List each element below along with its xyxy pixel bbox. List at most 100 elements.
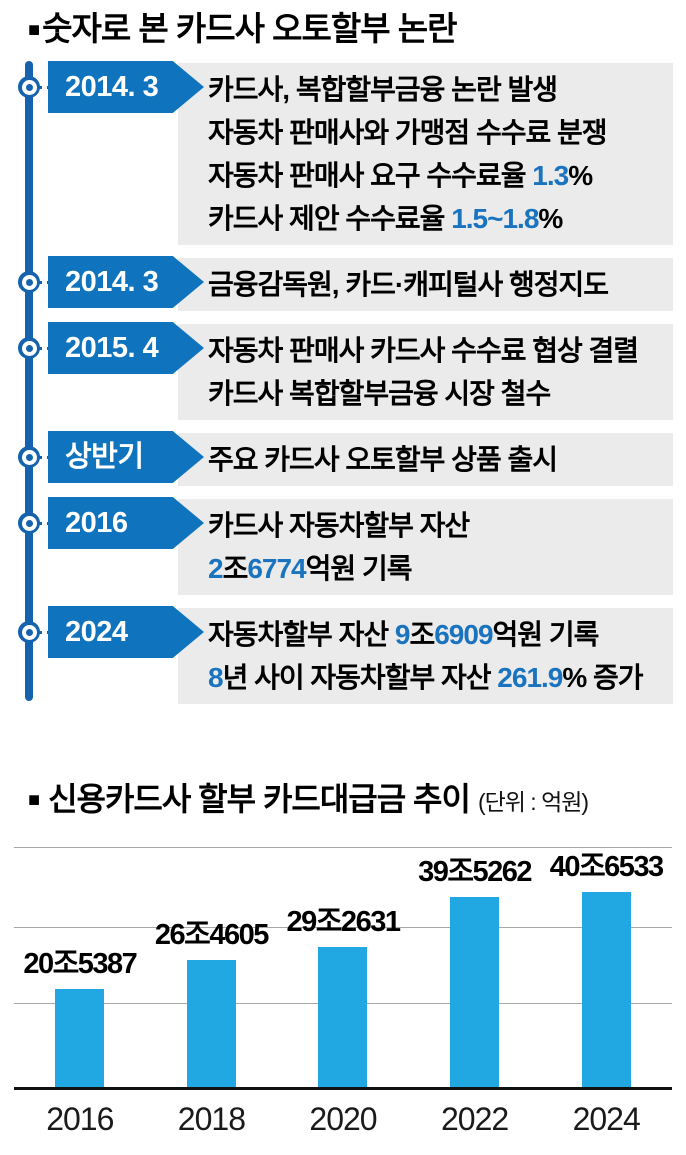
timeline-node: [18, 621, 40, 643]
timeline-node-dot: [21, 340, 37, 356]
event-line: 8년 사이 자동차할부 자산 261.9% 증가: [208, 656, 673, 699]
event-text: % 증가: [562, 662, 643, 693]
highlight-number: 1.3: [532, 160, 569, 191]
timeline-node-dot: [21, 624, 37, 640]
timeline-node-dot: [21, 515, 37, 531]
event-panel: 카드사 자동차할부 자산 2조6774억원 기록: [178, 499, 673, 595]
event-panel: 금융감독원, 카드·캐피털사 행정지도: [178, 258, 673, 311]
highlight-number: 2: [208, 553, 224, 584]
event-line: 주요 카드사 오토할부 상품 출시: [208, 438, 673, 481]
timeline-row: 2024 자동차할부 자산 9조6909억원 기록 8년 사이 자동차할부 자산 …: [0, 606, 686, 704]
event-panel: 자동차할부 자산 9조6909억원 기록 8년 사이 자동차할부 자산 261.9…: [178, 608, 673, 704]
bar-column: 20조5387: [14, 940, 146, 1087]
highlight-number: 8: [208, 662, 224, 693]
event-line: 2조6774억원 기록: [208, 547, 673, 590]
event-line: 금융감독원, 카드·캐피털사 행정지도: [208, 263, 673, 306]
date-label: 2015. 4: [65, 332, 159, 364]
event-line: 카드사 제안 수수료율 1.5~1.8%: [208, 197, 673, 240]
timeline-node: [18, 512, 40, 534]
bar-value-label: 26조4605: [154, 919, 269, 952]
title-bullet-icon: ■: [28, 19, 40, 41]
event-text: 억원 기록: [492, 619, 600, 650]
date-label: 2014. 3: [65, 71, 159, 103]
timeline-node: [18, 76, 40, 98]
event-text: 자동차 판매사와 가맹점 수수료 분쟁: [208, 117, 608, 148]
highlight-number: 6774: [247, 553, 306, 584]
date-label: 2016: [65, 507, 128, 539]
timeline-node: [18, 271, 40, 293]
timeline-connector-dots: [39, 86, 50, 89]
x-axis-label: 2022: [440, 1101, 509, 1137]
bar: [318, 946, 368, 1087]
event-line: 카드사 복합할부금융 시장 철수: [208, 372, 673, 415]
event-text: 금융감독원, 카드·캐피털사 행정지도: [208, 269, 609, 300]
timeline-line: [25, 61, 33, 701]
bar-column: 40조6533: [540, 843, 672, 1087]
timeline-row: 2014. 3 금융감독원, 카드·캐피털사 행정지도: [0, 256, 686, 311]
highlight-number: 6909: [434, 619, 493, 650]
event-text: 자동차할부 자산: [208, 619, 395, 650]
highlight-number: 9: [394, 619, 411, 650]
date-label: 2024: [65, 616, 128, 648]
event-text: 카드사 제안 수수료율: [208, 203, 452, 234]
timeline-connector-dots: [39, 281, 50, 284]
bar-column: 26조4605: [146, 911, 278, 1087]
page-title-text: 숫자로 본 카드사 오토할부 논란: [42, 10, 457, 47]
bar: [450, 897, 500, 1087]
timeline-connector-dots: [39, 347, 50, 350]
timeline-node-dot: [21, 449, 37, 465]
bar-column: 29조2631: [277, 898, 409, 1087]
event-line: 자동차 판매사와 가맹점 수수료 분쟁: [208, 111, 673, 154]
event-text: 카드사 자동차할부 자산: [208, 510, 470, 541]
event-panel: 주요 카드사 오토할부 상품 출시: [178, 433, 673, 486]
highlight-number: 1.5~1.8: [451, 203, 539, 234]
event-text: 억원 기록: [305, 553, 413, 584]
timeline-row: 상반기 주요 카드사 오토할부 상품 출시: [0, 431, 686, 486]
event-line: 자동차할부 자산 9조6909억원 기록: [208, 613, 673, 656]
event-text: 카드사, 복합할부금융 논란 발생: [208, 74, 558, 105]
event-text: 자동차 판매사 카드사 수수료 협상 결렬: [208, 335, 639, 366]
chart-title: ■ 신용카드사 할부 카드대급금 추이 (단위 : 억원): [28, 780, 672, 821]
date-arrow: 2014. 3: [48, 61, 204, 113]
chart-title-bullet-icon: ■: [28, 789, 40, 811]
event-line: 카드사, 복합할부금융 논란 발생: [208, 68, 673, 111]
timeline-node: [18, 446, 40, 468]
event-line: 자동차 판매사 카드사 수수료 협상 결렬: [208, 329, 673, 372]
timeline-row: 2016 카드사 자동차할부 자산 2조6774억원 기록: [0, 497, 686, 595]
bar: [55, 988, 105, 1087]
timeline-node-dot: [21, 274, 37, 290]
chart-section: ■ 신용카드사 할부 카드대급금 추이 (단위 : 억원) 20조5387 26조4…: [0, 780, 686, 1138]
x-axis-label: 2016: [46, 1101, 114, 1137]
gridline: [14, 926, 672, 928]
event-text: %: [538, 203, 563, 234]
timeline-node-dot: [21, 79, 37, 95]
date-arrow: 2015. 4: [48, 322, 204, 374]
chart-title-text: 신용카드사 할부 카드대급금 추이: [48, 781, 471, 817]
date-arrow: 2024: [48, 606, 204, 658]
event-text: 주요 카드사 오토할부 상품 출시: [208, 444, 558, 475]
timeline-node: [18, 337, 40, 359]
date-label: 2014. 3: [65, 266, 159, 298]
date-arrow: 상반기: [48, 431, 204, 483]
bar-value-label: 20조5387: [23, 947, 137, 980]
bar-value-label: 40조6533: [549, 851, 664, 883]
chart-unit-label: (단위 : 억원): [477, 789, 589, 815]
event-text: 조: [222, 553, 249, 584]
event-text: 년 사이 자동차할부 자산: [222, 662, 498, 693]
event-line: 카드사 자동차할부 자산: [208, 504, 673, 547]
bar-series: 20조5387 26조4605 29조2631 39조5262 40조6533: [14, 848, 672, 1087]
timeline-connector-dots: [39, 522, 50, 525]
date-arrow: 2014. 3: [48, 256, 204, 308]
event-line: 자동차 판매사 요구 수수료율 1.3%: [208, 154, 673, 197]
x-axis-label: 2018: [177, 1101, 246, 1137]
event-text: 조: [409, 619, 435, 650]
event-text: 카드사 복합할부금융 시장 철수: [208, 378, 551, 409]
bar: [581, 892, 631, 1087]
x-axis-label: 2020: [309, 1101, 377, 1137]
infographic-page: ■숫자로 본 카드사 오토할부 논란 2014. 3 카드사, 복합할부금융 논…: [0, 10, 686, 1138]
